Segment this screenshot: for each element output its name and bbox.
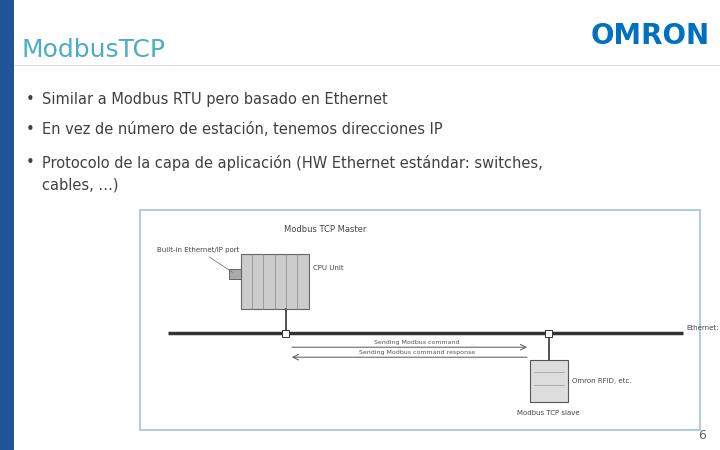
Text: CPU Unit: CPU Unit bbox=[312, 265, 343, 271]
Text: Omron RFID, etc.: Omron RFID, etc. bbox=[572, 378, 631, 383]
Bar bbox=[282, 330, 289, 337]
Text: Sending Modbus command: Sending Modbus command bbox=[374, 340, 460, 345]
Text: •: • bbox=[26, 122, 35, 137]
Text: •: • bbox=[26, 92, 35, 107]
Bar bbox=[0, 0, 14, 450]
Text: OMRON: OMRON bbox=[591, 22, 710, 50]
Bar bbox=[140, 210, 700, 430]
Text: Built-in Ethernet/IP port: Built-in Ethernet/IP port bbox=[157, 247, 239, 272]
Bar bbox=[545, 330, 552, 337]
Text: Sending Modbus command response: Sending Modbus command response bbox=[359, 350, 475, 355]
Text: Modbus TCP slave: Modbus TCP slave bbox=[518, 410, 580, 416]
Text: ModbusTCP: ModbusTCP bbox=[22, 38, 166, 62]
Text: 6: 6 bbox=[698, 429, 706, 442]
Bar bbox=[229, 269, 240, 279]
Text: Modbus TCP Master: Modbus TCP Master bbox=[284, 225, 366, 234]
Text: Similar a Modbus RTU pero basado en Ethernet: Similar a Modbus RTU pero basado en Ethe… bbox=[42, 92, 388, 107]
Text: En vez de número de estación, tenemos direcciones IP: En vez de número de estación, tenemos di… bbox=[42, 122, 443, 137]
Bar bbox=[240, 254, 309, 309]
Text: Ethernet:: Ethernet: bbox=[686, 325, 719, 331]
Text: Protocolo de la capa de aplicación (HW Ethernet estándar: switches,
cables, …): Protocolo de la capa de aplicación (HW E… bbox=[42, 155, 543, 192]
Bar bbox=[530, 360, 568, 401]
Text: •: • bbox=[26, 155, 35, 170]
